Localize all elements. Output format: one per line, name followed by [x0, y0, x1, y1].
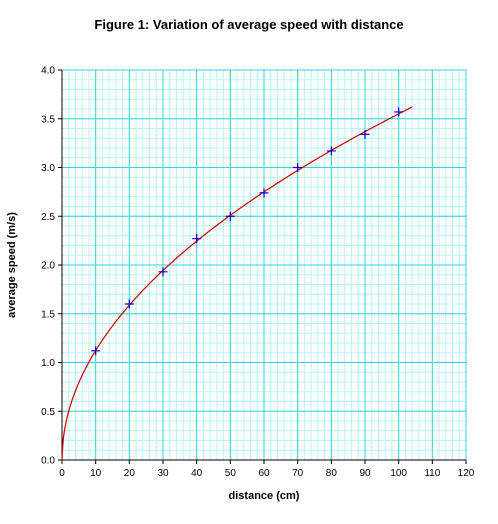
- x-tick-label: 70: [292, 468, 304, 479]
- data-point: [293, 163, 303, 172]
- x-axis-label: distance (cm): [228, 490, 300, 502]
- chart-title: Figure 1: Variation of average speed wit…: [94, 17, 404, 32]
- x-tick-label: 20: [124, 468, 136, 479]
- y-tick-label: 2.5: [41, 212, 55, 223]
- x-tick-label: 0: [59, 468, 65, 479]
- data-point: [225, 211, 235, 221]
- x-tick-label: 110: [424, 468, 440, 479]
- data-point: [259, 188, 269, 198]
- y-tick-label: 0.0: [41, 456, 55, 467]
- y-tick-label: 3.5: [41, 114, 55, 125]
- y-tick-label: 1.5: [41, 309, 55, 320]
- data-point: [326, 146, 336, 156]
- x-tick-label: 120: [458, 468, 475, 479]
- x-tick-label: 30: [157, 468, 169, 479]
- x-tick-label: 50: [225, 468, 237, 479]
- data-point: [158, 267, 168, 277]
- y-tick-label: 2.0: [41, 261, 55, 272]
- x-tick-label: 90: [359, 468, 371, 479]
- x-tick-label: 60: [258, 468, 270, 479]
- data-point: [394, 107, 404, 117]
- x-tick-label: 100: [390, 468, 407, 479]
- x-tick-label: 10: [90, 468, 102, 479]
- data-point: [360, 129, 370, 139]
- data-point: [192, 234, 202, 244]
- y-tick-label: 3.0: [41, 163, 55, 174]
- data-point: [91, 346, 101, 356]
- y-tick-label: 4.0: [41, 66, 55, 77]
- data-point: [124, 299, 134, 309]
- y-tick-label: 1.0: [41, 358, 55, 369]
- x-tick-label: 40: [191, 468, 203, 479]
- y-tick-label: 0.5: [41, 407, 55, 418]
- fit-line: [61, 106, 413, 461]
- x-tick-label: 80: [326, 468, 338, 479]
